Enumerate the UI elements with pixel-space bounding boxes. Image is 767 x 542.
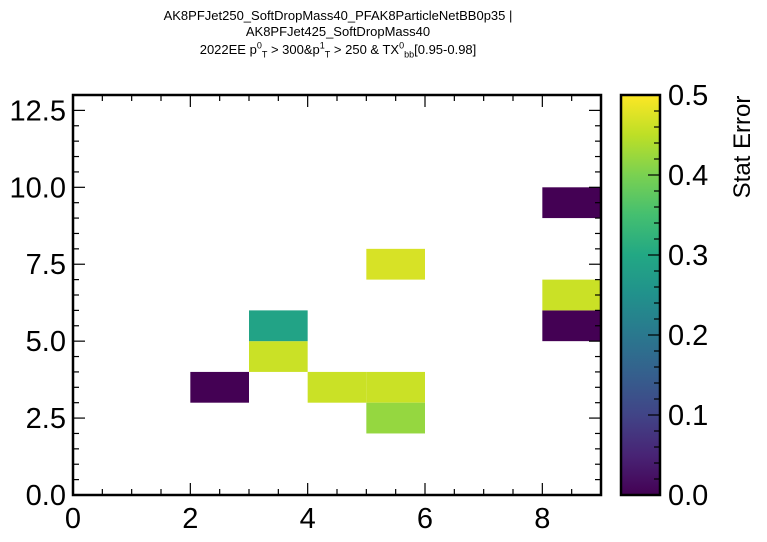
y-tick-label: 12.5 [10, 95, 66, 127]
heatmap-cell [249, 310, 308, 342]
heatmap-cell [366, 248, 425, 280]
x-tick-label: 8 [534, 503, 550, 535]
colorbar-label: Stat Error [729, 96, 756, 199]
plot-frame [71, 93, 603, 497]
title-cut2-text: > 250 & TX [330, 42, 400, 57]
x-tick-label: 0 [65, 503, 81, 535]
chart-title-line-1: AK8PFJet250_SoftDropMass40_PFAK8Particle… [163, 8, 513, 23]
heatmap-cell [307, 371, 367, 403]
title-cut1-sup: 0 [256, 40, 262, 51]
heatmap-cells [190, 187, 601, 434]
colorbar-tick-label: 0.5 [668, 80, 708, 112]
y-tick-label: 5.0 [26, 326, 66, 358]
title-cut2-var: p [312, 42, 320, 57]
colorbar-tick-label: 0.2 [668, 320, 708, 352]
heatmap-cell [190, 371, 249, 403]
title-cut3-text: [0.95-0.98] [414, 42, 477, 57]
colorbar-tick-label: 0.1 [668, 400, 708, 432]
colorbar-gradient [621, 95, 660, 495]
title-cut2-sub: T [324, 49, 331, 60]
heatmap-cell [542, 279, 601, 311]
x-tick-label: 4 [300, 503, 316, 535]
y-tick-label: 0.0 [26, 480, 66, 512]
title-cut1-sub: T [261, 49, 268, 60]
title-era: 2022EE [199, 42, 246, 57]
chart-title-line-3: 2022EE p0T > 300&p1T > 250 & TX0bb[0.95-… [0, 40, 676, 60]
colorbar-tick-label: 0.0 [668, 480, 708, 512]
title-cut1-text: > 300& [267, 42, 313, 57]
x-tick-label: 6 [417, 503, 433, 535]
title-cut3-sup: 0 [399, 40, 405, 51]
title-cut2-sup: 1 [319, 40, 325, 51]
heatmap-cell [542, 187, 601, 219]
title-cut1-var: p [249, 42, 257, 57]
heatmap-cell [366, 402, 425, 434]
heatmap-cell [249, 341, 308, 372]
y-tick-label: 2.5 [26, 403, 66, 435]
title-cut3-sub: bb [404, 49, 415, 60]
colorbar-frame [619, 93, 662, 497]
x-tick-label: 2 [182, 503, 198, 535]
y-tick-label: 10.0 [10, 172, 66, 204]
axes: 0 2 4 6 8 0.0 2.5 5.0 7.5 10.0 12.5 [10, 93, 603, 535]
y-tick-label: 7.5 [26, 249, 66, 281]
colorbar-tick-label: 0.3 [668, 240, 708, 272]
chart-title-line-2: AK8PFJet425_SoftDropMass40 [245, 24, 431, 39]
colorbar-tick-label: 0.4 [668, 160, 708, 192]
heatmap-cell [366, 371, 425, 403]
colorbar: 0.0 0.1 0.2 0.3 0.4 0.5 Stat Error [619, 80, 756, 512]
heatmap-cell [542, 310, 601, 342]
